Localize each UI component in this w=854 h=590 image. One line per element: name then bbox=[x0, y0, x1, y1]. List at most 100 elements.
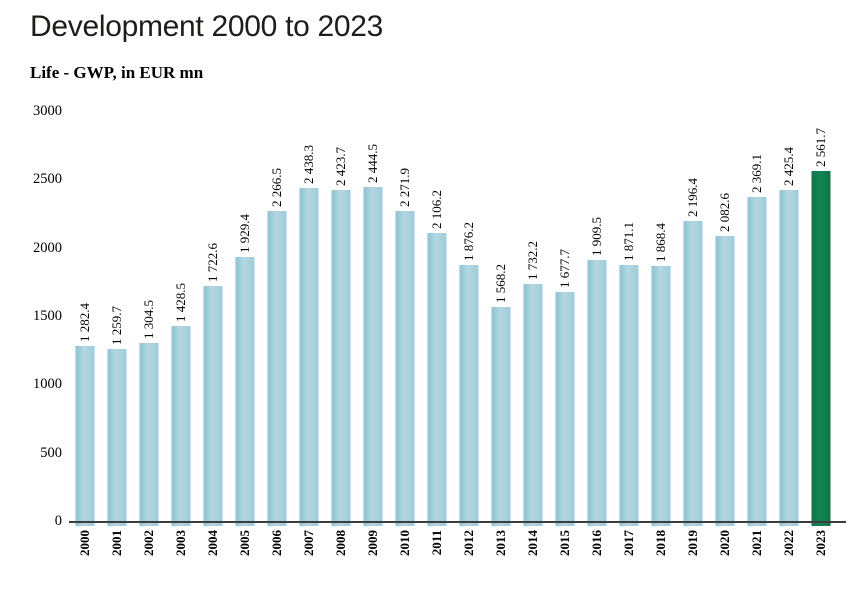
bar-value-label: 1 929.4 bbox=[237, 214, 252, 254]
bar-2007 bbox=[299, 187, 319, 526]
bar-slot-2005: 1 929.4 2005 bbox=[229, 111, 261, 556]
bar-2003 bbox=[171, 325, 191, 526]
x-tick-label: 2006 bbox=[269, 530, 284, 556]
bars-container: 1 282.4 2000 1 259.7 2001 1 304.5 2002 1 428.5… bbox=[69, 111, 837, 556]
bar-value-label: 1 428.5 bbox=[173, 282, 188, 322]
y-tick-label: 2000 bbox=[33, 239, 62, 256]
bar-value-label: 2 266.5 bbox=[269, 168, 284, 208]
bar-slot-2012: 1 876.2 2012 bbox=[453, 111, 485, 556]
bar-value-label: 2 369.1 bbox=[749, 154, 764, 194]
bar-value-label: 1 871.1 bbox=[621, 222, 636, 262]
bar-2021 bbox=[747, 197, 767, 526]
x-tick-label: 2010 bbox=[397, 530, 412, 556]
bar-value-label: 2 444.5 bbox=[365, 143, 380, 183]
bar-slot-2022: 2 425.4 2022 bbox=[773, 111, 805, 556]
y-tick-label: 500 bbox=[40, 444, 62, 461]
bar-2001 bbox=[107, 348, 127, 526]
x-tick-label: 2005 bbox=[237, 530, 252, 556]
y-tick-label: 1500 bbox=[33, 308, 62, 324]
bar-slot-2009: 2 444.5 2009 bbox=[357, 111, 389, 556]
x-tick-label: 2008 bbox=[333, 530, 348, 556]
bar-slot-2016: 1 909.5 2016 bbox=[581, 111, 613, 556]
bar-2000 bbox=[75, 345, 95, 526]
chart-subtitle: Life - GWP, in EUR mn bbox=[30, 63, 204, 82]
bar-2023 bbox=[811, 170, 831, 526]
bar-slot-2023: 2 561.7 2023 bbox=[805, 111, 837, 556]
bar-value-label: 1 677.7 bbox=[557, 248, 572, 288]
bar-value-label: 1 909.5 bbox=[589, 217, 604, 257]
bar-slot-2008: 2 423.7 2008 bbox=[325, 111, 357, 556]
bar-value-label: 1 282.4 bbox=[77, 302, 92, 342]
bar-2022 bbox=[779, 189, 799, 526]
bar-2008 bbox=[331, 189, 351, 526]
bar-slot-2020: 2 082.6 2020 bbox=[709, 111, 741, 556]
bar-slot-2015: 1 677.7 2015 bbox=[549, 111, 581, 556]
bar-2004 bbox=[203, 285, 223, 526]
bar-2019 bbox=[683, 220, 703, 526]
bar-value-label: 1 568.2 bbox=[493, 263, 508, 303]
bar-slot-2001: 1 259.7 2001 bbox=[101, 111, 133, 556]
bar-2005 bbox=[235, 257, 255, 526]
bar-2014 bbox=[523, 284, 543, 526]
y-tick-label: 1000 bbox=[33, 376, 62, 393]
bar-slot-2003: 1 428.5 2003 bbox=[165, 111, 197, 556]
x-tick-label: 2023 bbox=[813, 530, 828, 556]
y-axis: 0 500 1000 1500 2000 2500 3000 bbox=[0, 103, 62, 529]
x-tick-label: 2002 bbox=[141, 530, 156, 556]
bar-value-label: 2 082.6 bbox=[717, 193, 732, 233]
bar-value-label: 1 876.2 bbox=[461, 221, 476, 261]
bar-value-label: 1 722.6 bbox=[205, 242, 220, 282]
bar-value-label: 2 106.2 bbox=[429, 190, 444, 230]
bar-slot-2013: 1 568.2 2013 bbox=[485, 111, 517, 556]
x-tick-label: 2014 bbox=[525, 530, 540, 556]
bar-value-label: 2 196.4 bbox=[685, 177, 700, 217]
bar-slot-2010: 2 271.9 2010 bbox=[389, 111, 421, 556]
bar-value-label: 2 561.7 bbox=[813, 127, 828, 167]
bar-value-label: 1 732.2 bbox=[525, 241, 540, 281]
x-tick-label: 2016 bbox=[589, 530, 604, 556]
bar-slot-2002: 1 304.5 2002 bbox=[133, 111, 165, 556]
x-tick-label: 2004 bbox=[205, 530, 220, 556]
bar-value-label: 2 271.9 bbox=[397, 167, 412, 207]
x-tick-label: 2000 bbox=[77, 530, 92, 556]
x-tick-label: 2018 bbox=[653, 530, 668, 556]
bar-2015 bbox=[555, 291, 575, 526]
bar-2013 bbox=[491, 306, 511, 526]
bar-value-label: 1 868.4 bbox=[653, 222, 668, 262]
x-tick-label: 2009 bbox=[365, 530, 380, 556]
y-tick-label: 3000 bbox=[33, 103, 62, 119]
x-tick-label: 2017 bbox=[621, 530, 636, 556]
bar-2016 bbox=[587, 260, 607, 526]
x-tick-label: 2019 bbox=[685, 530, 700, 556]
x-tick-label: 2015 bbox=[557, 530, 572, 556]
bar-2017 bbox=[619, 265, 639, 526]
bar-slot-2019: 2 196.4 2019 bbox=[677, 111, 709, 556]
bar-slot-2007: 2 438.3 2007 bbox=[293, 111, 325, 556]
bar-slot-2017: 1 871.1 2017 bbox=[613, 111, 645, 556]
x-axis-line bbox=[69, 521, 846, 523]
bar-value-label: 2 423.7 bbox=[333, 146, 348, 186]
bar-2002 bbox=[139, 342, 159, 526]
bar-slot-2006: 2 266.5 2006 bbox=[261, 111, 293, 556]
bar-value-label: 2 425.4 bbox=[781, 146, 796, 186]
bar-slot-2004: 1 722.6 2004 bbox=[197, 111, 229, 556]
bar-slot-2021: 2 369.1 2021 bbox=[741, 111, 773, 556]
bar-2009 bbox=[363, 186, 383, 526]
x-tick-label: 2011 bbox=[429, 530, 444, 556]
x-tick-label: 2003 bbox=[173, 530, 188, 556]
x-tick-label: 2012 bbox=[461, 530, 476, 556]
bar-2006 bbox=[267, 211, 287, 526]
bar-2011 bbox=[427, 233, 447, 526]
x-tick-label: 2021 bbox=[749, 530, 764, 556]
x-tick-label: 2007 bbox=[301, 530, 316, 556]
x-tick-label: 2001 bbox=[109, 530, 124, 556]
x-tick-label: 2022 bbox=[781, 530, 796, 556]
bar-value-label: 2 438.3 bbox=[301, 144, 316, 184]
bar-slot-2014: 1 732.2 2014 bbox=[517, 111, 549, 556]
bar-2010 bbox=[395, 210, 415, 526]
x-tick-label: 2013 bbox=[493, 530, 508, 556]
bar-slot-2000: 1 282.4 2000 bbox=[69, 111, 101, 556]
bar-value-label: 1 304.5 bbox=[141, 299, 156, 339]
bar-2020 bbox=[715, 236, 735, 526]
